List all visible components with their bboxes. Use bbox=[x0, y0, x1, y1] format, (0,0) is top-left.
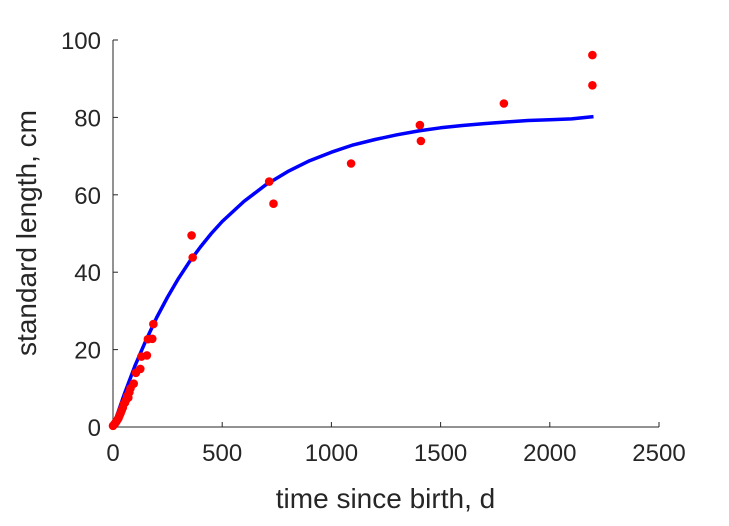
data-point bbox=[588, 50, 597, 60]
data-point bbox=[588, 81, 597, 90]
fitted-curve-layer bbox=[111, 114, 594, 428]
data-point bbox=[129, 379, 138, 389]
x-axis-label: time since birth, d bbox=[276, 483, 495, 514]
data-point bbox=[269, 199, 278, 208]
data-point bbox=[415, 120, 425, 130]
data-point bbox=[142, 351, 152, 360]
data-point bbox=[264, 177, 274, 186]
data-point bbox=[148, 334, 157, 344]
data-point bbox=[188, 253, 197, 262]
x-tick-label: 2000 bbox=[523, 440, 576, 467]
y-axis-label: standard length, cm bbox=[11, 110, 42, 356]
y-tick-label: 60 bbox=[74, 183, 101, 210]
axes: 0 500 1000 1500 2000 2500 0 20 40 60 80 100 bbox=[61, 28, 686, 467]
data-point bbox=[416, 136, 426, 146]
data-point bbox=[346, 159, 356, 168]
y-tick-label: 40 bbox=[74, 260, 101, 287]
fitted-curve bbox=[111, 114, 594, 428]
data-point bbox=[136, 364, 145, 374]
x-tick-label: 2500 bbox=[632, 440, 685, 467]
y-tick-label: 80 bbox=[74, 105, 101, 132]
x-tick-label: 1000 bbox=[305, 440, 358, 467]
data-point bbox=[499, 99, 509, 108]
y-tick-label: 100 bbox=[61, 28, 101, 55]
data-points-layer bbox=[108, 50, 597, 431]
y-tick-label: 0 bbox=[88, 415, 101, 442]
data-point bbox=[149, 319, 158, 329]
x-tick-label: 500 bbox=[202, 440, 242, 467]
x-tick-label: 0 bbox=[106, 440, 119, 467]
x-tick-label: 1500 bbox=[414, 440, 467, 467]
y-tick-label: 20 bbox=[74, 338, 101, 365]
data-point bbox=[187, 231, 196, 240]
